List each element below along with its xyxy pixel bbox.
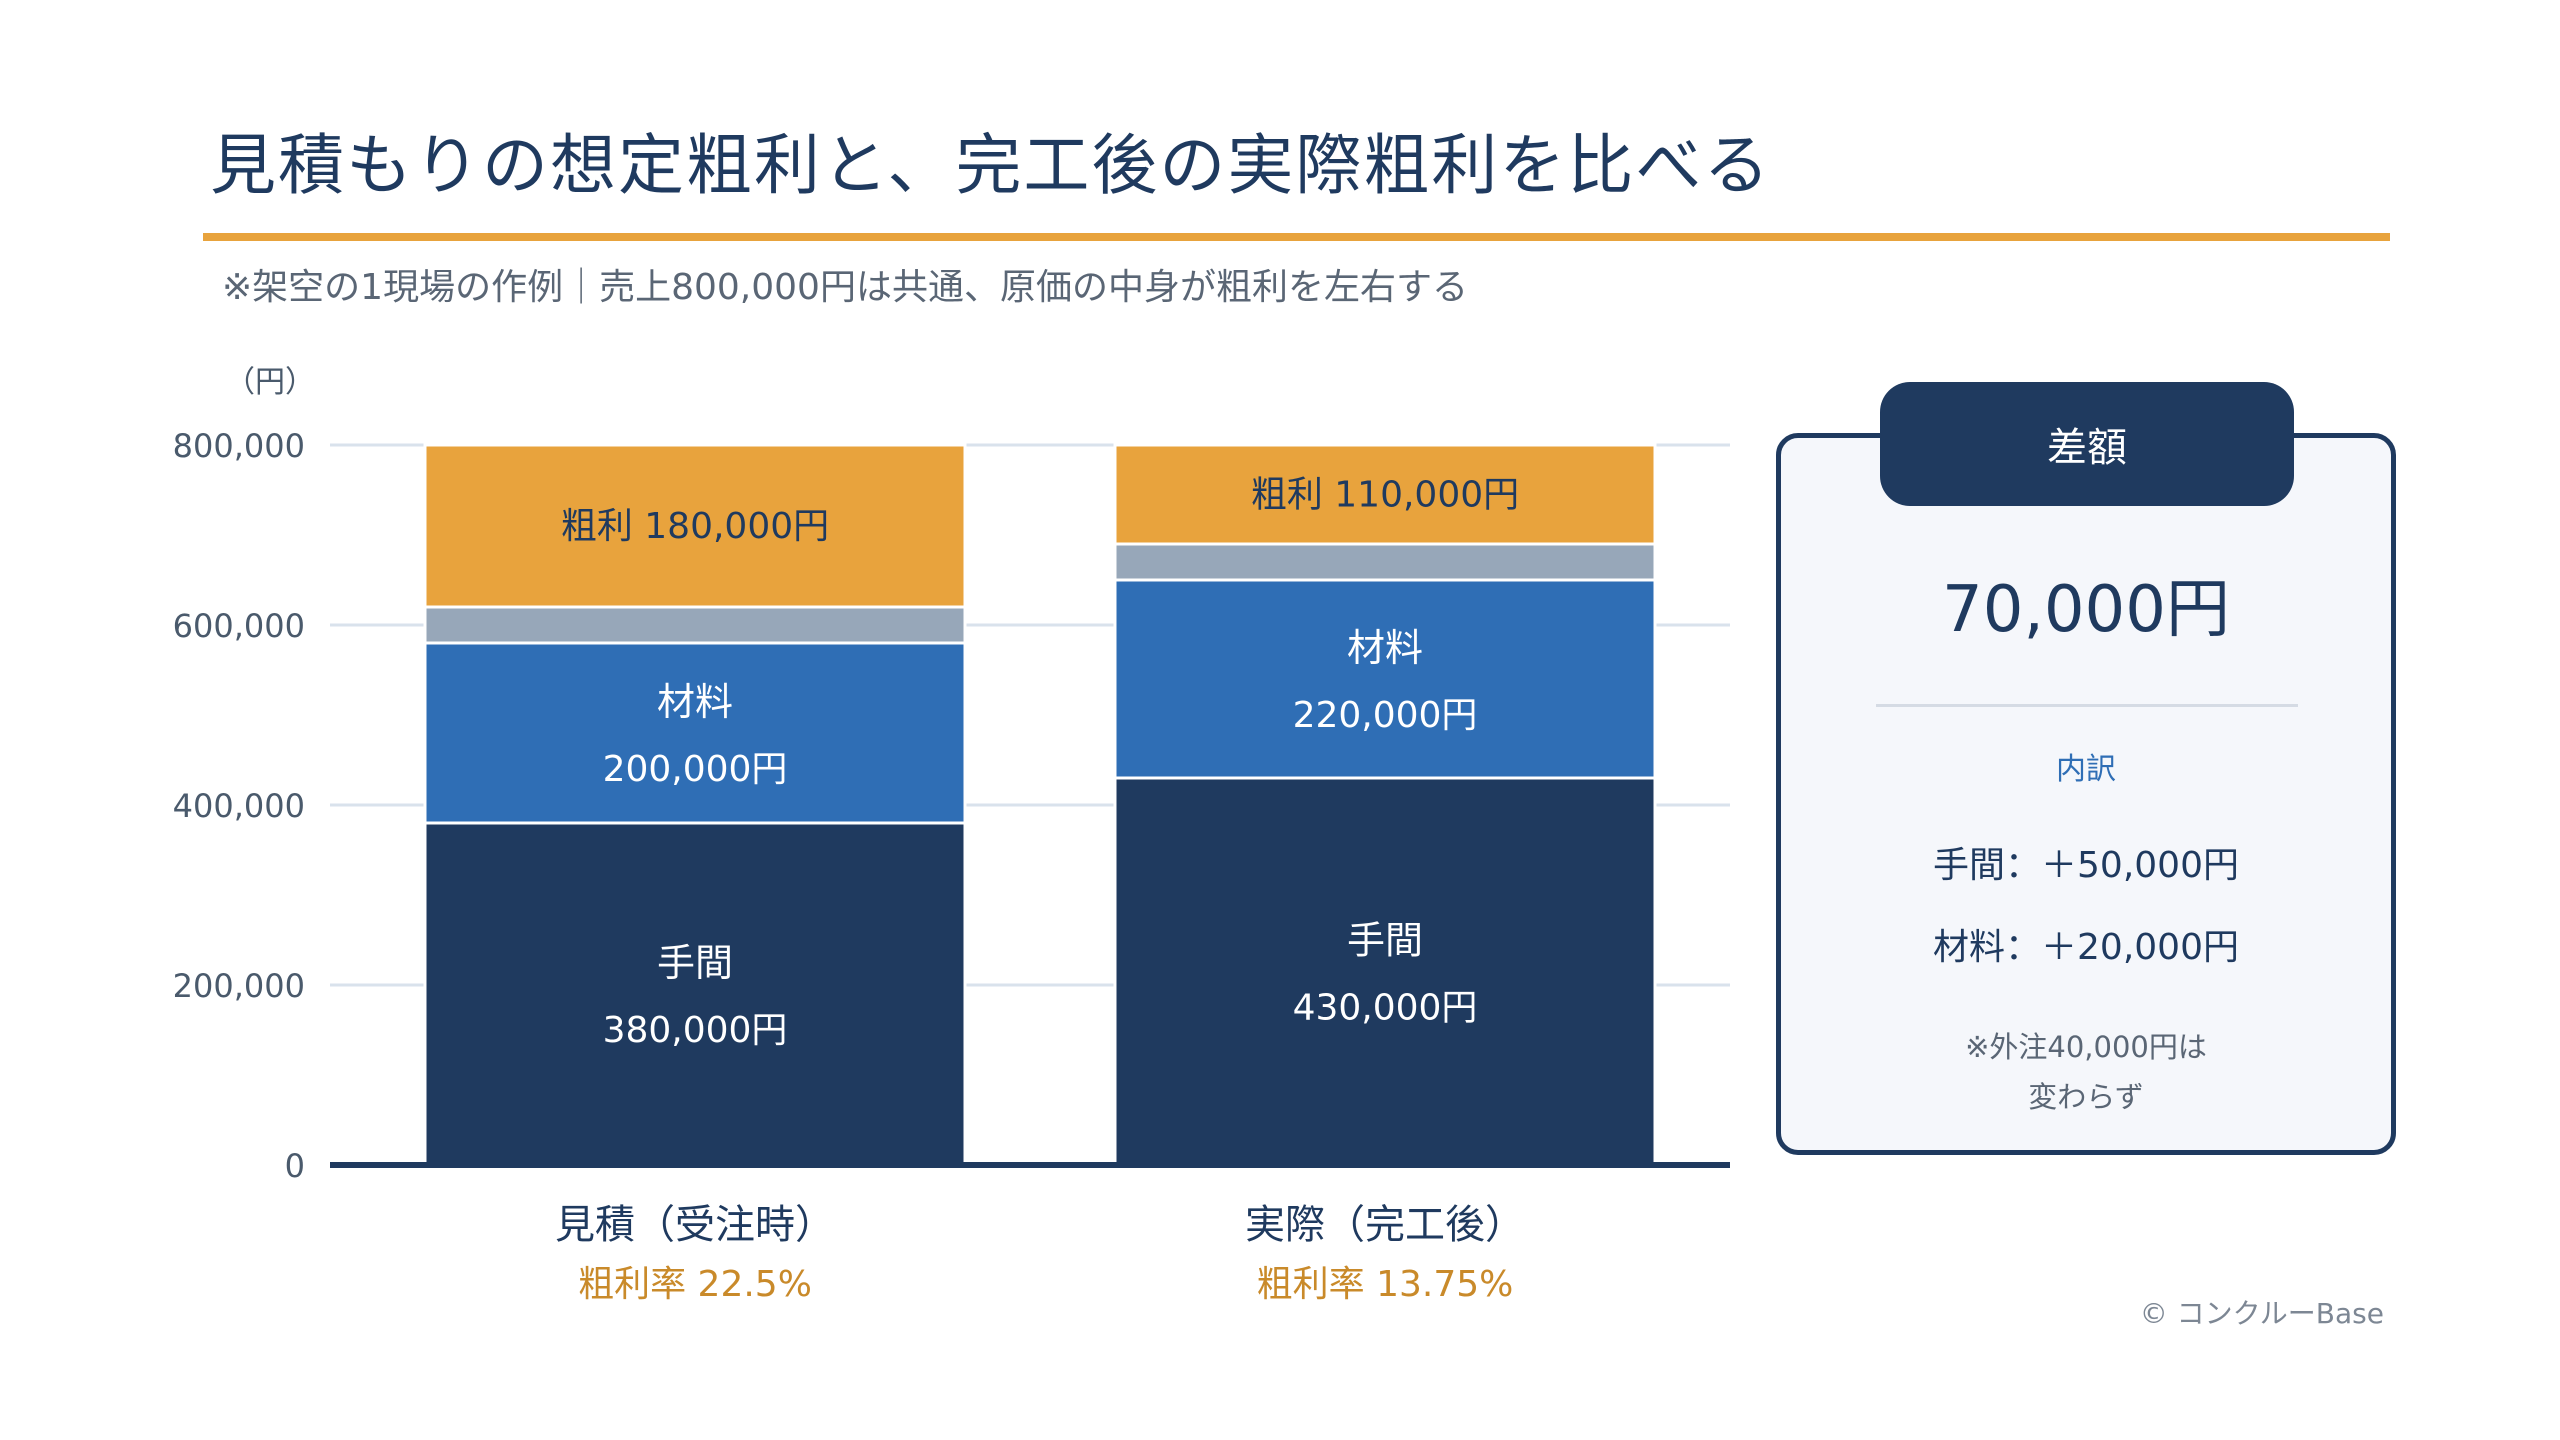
segment-name-label: 材料 [1347,626,1423,670]
segment-value-label: 220,000円 [1293,695,1478,736]
breakdown-heading: 内訳 [2056,752,2116,787]
stacked-bar-chart: 0 200,000 400,000 600,000 800,000 （円） 手間 380,00… [173,365,1730,1305]
page-title: 見積もりの想定粗利と、完工後の実際粗利を比べる [210,127,1772,204]
y-tick-label: 600,000 [173,607,305,645]
segment-name-label: 手間 [657,941,733,985]
bar-segment [423,605,967,645]
y-unit-label: （円） [225,365,315,400]
bar-segment [1113,578,1657,780]
segment-name-label: 材料 [657,680,733,724]
segment-value-label: 200,000円 [603,749,788,790]
segment-value-label: 430,000円 [1293,988,1478,1029]
bar-segment [1113,542,1657,582]
segment-value-label: 粗利 180,000円 [561,506,829,547]
bar-segment [423,443,967,609]
breakdown-labor: 手間：＋50,000円 [1933,845,2239,886]
bar-segment [1113,776,1657,1167]
difference-divider [1876,704,2298,707]
category-label: 実際（完工後） [1245,1202,1525,1248]
category-note: 粗利率 22.5% [578,1264,812,1305]
title-underline [203,233,2390,241]
segment-name-label: 手間 [1347,919,1423,963]
breakdown-material: 材料：＋20,000円 [1933,927,2239,968]
y-tick-label: 800,000 [173,427,305,465]
copyright: © コンクルーBase [2139,1297,2384,1330]
segment-value-label: 粗利 110,000円 [1251,475,1519,516]
difference-value: 70,000円 [1942,573,2230,647]
difference-tab: 差額 [1880,382,2294,506]
y-tick-label: 400,000 [173,787,305,825]
bar-segment [423,821,967,1167]
bar-segment [1113,443,1657,546]
breakdown-note-line2: 変わらず [2028,1080,2144,1114]
y-tick-label: 200,000 [173,967,305,1005]
category-note: 粗利率 13.75% [1257,1264,1514,1305]
category-label: 見積（受注時） [555,1202,835,1248]
y-tick-label: 0 [285,1147,305,1185]
bar-segment [423,641,967,825]
page-subtitle: ※架空の1現場の作例｜売上800,000円は共通、原価の中身が粗利を左右する [222,267,1468,308]
breakdown-note-line1: ※外注40,000円は [1965,1030,2207,1064]
segment-value-label: 380,000円 [603,1010,788,1051]
